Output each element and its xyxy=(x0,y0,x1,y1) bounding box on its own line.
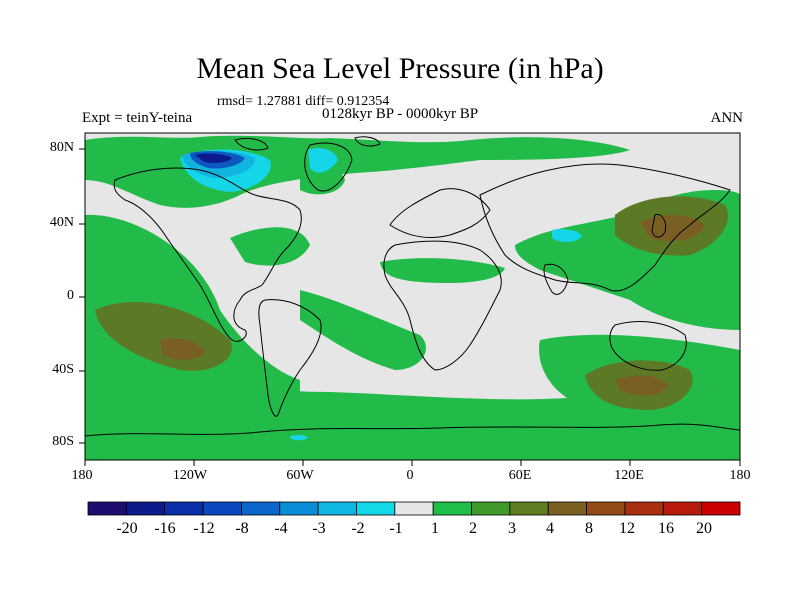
field-lightblue-central-asia xyxy=(552,229,582,243)
coast-australia xyxy=(609,321,687,371)
coast-antarctica xyxy=(85,423,740,437)
season-label: ANN xyxy=(710,110,744,126)
stats-line: rmsd= 1.27881 diff= 0.912354 xyxy=(217,94,390,109)
chart-title: Mean Sea Level Pressure (in hPa) xyxy=(196,52,604,85)
coast-asia xyxy=(479,163,731,292)
colorbar-label-16: 20 xyxy=(696,520,712,537)
colorbar-label-2: -16 xyxy=(154,520,176,537)
colorbar-swatch-10 xyxy=(432,501,472,516)
field-lightblue-greenland xyxy=(308,148,338,173)
field-green-atlantic-north xyxy=(230,227,310,266)
lat-label-40n: 40N xyxy=(49,215,74,230)
coast-greenland xyxy=(304,142,353,192)
field-brown-south-indian xyxy=(615,375,668,396)
colorbar-swatch-6 xyxy=(279,501,319,516)
lat-label-0: 0 xyxy=(67,288,74,303)
colorbar-label-10: 2 xyxy=(469,520,477,537)
colorbar-label-3: -12 xyxy=(193,520,215,537)
colorbar-swatch-16 xyxy=(662,501,703,516)
colorbar-label-12: 4 xyxy=(546,520,554,537)
colorbar-label-4: -8 xyxy=(235,520,249,537)
colorbar-swatch-11 xyxy=(471,501,511,516)
lon-label-180e: 180 xyxy=(729,468,751,483)
field-lightblue-antarctic xyxy=(290,434,308,441)
colorbar-label-9: 1 xyxy=(431,520,439,537)
colorbar-label-13: 8 xyxy=(585,520,593,537)
coast-india xyxy=(543,263,569,295)
lon-label-180w: 180 xyxy=(71,468,93,483)
colorbar-label-15: 16 xyxy=(658,520,674,537)
colorbar-swatch-1 xyxy=(87,501,127,516)
lon-label-60e: 60E xyxy=(508,468,532,483)
lat-label-80n: 80N xyxy=(49,140,74,155)
colorbar-swatch-17 xyxy=(701,501,741,516)
field-green-sahara-band xyxy=(380,258,505,284)
lat-label-80s: 80S xyxy=(52,434,74,449)
coast-arctic-islands xyxy=(234,136,381,151)
lon-label-60w: 60W xyxy=(286,468,314,483)
colorbar-swatch-4 xyxy=(202,501,242,516)
coast-japan xyxy=(651,213,667,238)
colorbar-swatch-2 xyxy=(125,501,166,516)
lon-label-120e: 120E xyxy=(614,468,644,483)
lon-label-0: 0 xyxy=(406,468,414,483)
colorbar-label-6: -3 xyxy=(312,520,326,537)
coast-south-america xyxy=(258,299,322,417)
colorbar-swatch-7 xyxy=(317,501,357,516)
colorbar-label-8: -1 xyxy=(389,520,403,537)
colorbar-label-11: 3 xyxy=(508,520,516,537)
colorbar-label-7: -2 xyxy=(351,520,365,537)
colorbar-swatch-15 xyxy=(624,501,664,516)
experiment-label: Expt = teinY-teina xyxy=(82,110,193,126)
coast-north-america xyxy=(113,167,302,342)
field-brown-north-pacific xyxy=(640,214,705,242)
colorbar-swatch-12 xyxy=(509,501,549,516)
colorbar xyxy=(87,501,741,516)
coast-africa xyxy=(383,240,502,371)
colorbar-swatch-8 xyxy=(356,501,396,516)
coast-europe xyxy=(389,188,491,239)
colorbar-swatch-5 xyxy=(241,501,281,516)
colorbar-swatch-14 xyxy=(586,501,626,516)
colorbar-label-5: -4 xyxy=(274,520,288,537)
lon-label-120w: 120W xyxy=(172,468,208,483)
period-label: 0128kyr BP - 0000kyr BP xyxy=(322,106,479,122)
coastlines xyxy=(85,136,740,437)
axis-ticks xyxy=(79,148,741,466)
field-brown-south-pacific xyxy=(160,338,205,360)
field-navy-arctic-canada xyxy=(195,153,232,163)
colorbar-label-14: 12 xyxy=(619,520,635,537)
colorbar-swatch-3 xyxy=(164,501,204,516)
colorbar-label-1: -20 xyxy=(116,520,138,537)
pressure-field xyxy=(85,133,740,460)
colorbar-swatch-13 xyxy=(547,501,587,516)
colorbar-swatch-9 xyxy=(394,501,434,516)
field-green-africa-equator xyxy=(300,290,426,370)
lat-label-40s: 40S xyxy=(52,362,74,377)
